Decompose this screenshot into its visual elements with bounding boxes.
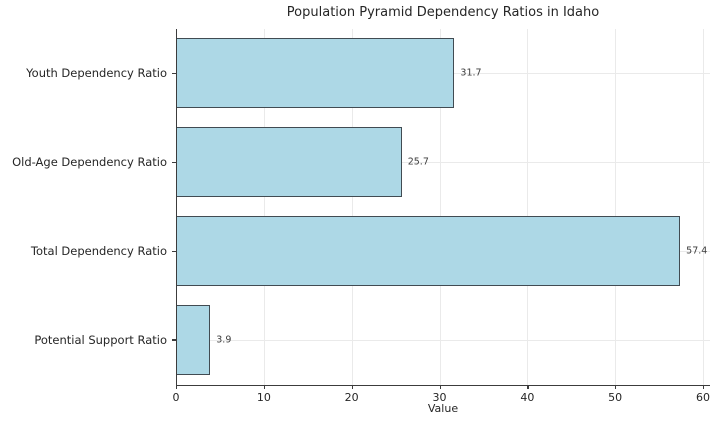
- category-label: Old-Age Dependency Ratio: [12, 155, 167, 170]
- bar-potential-support-ratio: [176, 305, 211, 376]
- bar-youth-dependency-ratio: [176, 38, 455, 109]
- x-tick-label: 0: [172, 390, 180, 404]
- bar-value-label: 3.9: [216, 334, 232, 346]
- gridline-vertical: [263, 29, 265, 385]
- bar-old-age-dependency-ratio: [176, 127, 402, 198]
- chart-title: Population Pyramid Dependency Ratios in …: [286, 5, 600, 20]
- x-tick-mark: [176, 384, 178, 389]
- gridline-horizontal: [176, 162, 710, 164]
- x-tick-label: 10: [256, 390, 271, 404]
- x-tick-label: 60: [696, 390, 710, 404]
- x-axis-spine: [176, 384, 710, 386]
- gridline-vertical: [703, 29, 704, 385]
- category-label: Youth Dependency Ratio: [26, 66, 167, 81]
- y-tick-mark: [172, 72, 176, 75]
- bar-value-label: 31.7: [460, 67, 482, 79]
- x-tick-mark: [703, 384, 705, 389]
- y-tick-mark: [172, 161, 176, 163]
- x-tick-label: 40: [520, 390, 535, 404]
- x-tick-mark: [439, 384, 441, 389]
- gridline-vertical: [351, 29, 353, 385]
- category-label: Potential Support Ratio: [34, 333, 167, 348]
- gridline-vertical: [439, 29, 441, 385]
- x-tick-label: 30: [432, 390, 447, 404]
- bar-value-label: 25.7: [407, 156, 429, 168]
- category-label: Total Dependency Ratio: [30, 244, 167, 259]
- x-tick-mark: [527, 384, 529, 389]
- y-tick-mark: [172, 250, 176, 252]
- x-tick-label: 20: [344, 390, 359, 404]
- y-tick-mark: [172, 339, 176, 341]
- gridline-vertical: [527, 29, 529, 385]
- bar-value-label: 57.4: [686, 245, 708, 257]
- y-axis-spine: [176, 29, 178, 386]
- x-tick-mark: [351, 384, 353, 389]
- bar-total-dependency-ratio: [176, 216, 681, 287]
- x-tick-mark: [615, 384, 617, 389]
- x-tick-mark: [263, 384, 266, 389]
- gridline-horizontal: [176, 340, 710, 342]
- x-tick-label: 50: [608, 390, 623, 404]
- gridline-vertical: [615, 29, 617, 385]
- x-axis-label: Value: [427, 402, 459, 415]
